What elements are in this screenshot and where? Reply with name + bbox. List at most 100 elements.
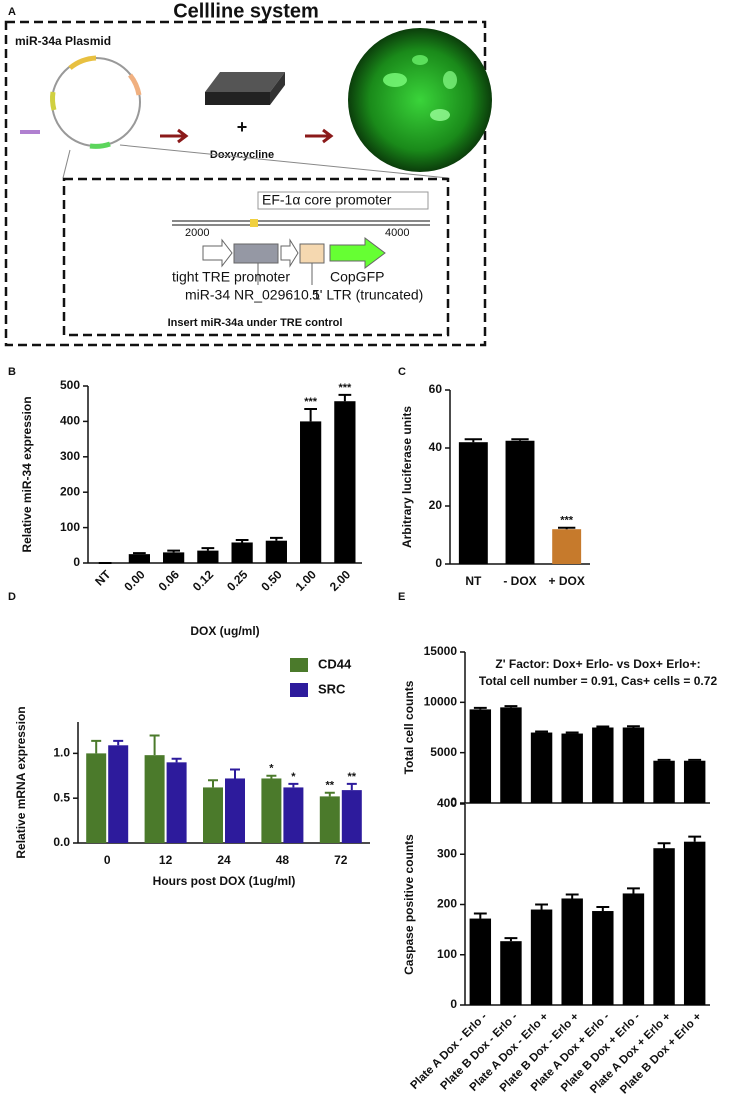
x-axis-label: DOX (ug/ml) (190, 624, 259, 638)
x-tick-label: 2.00 (327, 567, 354, 594)
x-tick-label: 0.06 (156, 567, 183, 594)
feature (280, 238, 299, 268)
bar (592, 911, 614, 1005)
error-bar (201, 547, 215, 551)
bar (163, 552, 185, 563)
x-tick-label: 0.12 (190, 567, 217, 594)
feature-label: CopGFP (330, 269, 384, 285)
bar (683, 760, 706, 803)
error-bar (535, 730, 548, 733)
zoom-line (62, 149, 71, 179)
bar (592, 727, 614, 803)
bar (341, 790, 362, 843)
bar (653, 760, 675, 803)
error-bar (266, 774, 277, 779)
error-bar (504, 937, 518, 942)
bar (144, 755, 165, 843)
significance: * (269, 763, 274, 775)
error-bar (596, 725, 610, 728)
error-bar (464, 438, 483, 443)
scale-label: 2000 (185, 227, 209, 239)
y-tick-label: 100 (60, 520, 80, 534)
error-bar (657, 758, 671, 761)
feature-label: miR-34 NR_029610.1 (185, 287, 321, 303)
x-axis-label: Hours post DOX (1ug/ml) (153, 874, 296, 888)
gfp-image (348, 28, 492, 172)
bar (166, 762, 187, 843)
bar (231, 542, 253, 563)
significance: ** (326, 780, 335, 792)
feature-label: 5' LTR (truncated) (312, 287, 423, 303)
x-tick-label: - DOX (503, 574, 536, 588)
bar (283, 787, 304, 843)
error-bar (91, 739, 102, 754)
inset-caption: Insert miR-34a under TRE control (168, 317, 343, 329)
feature (329, 237, 386, 269)
feature (250, 219, 258, 227)
y-axis-label: Relative mRNA expression (14, 706, 28, 858)
treatment-label: Doxycycline (210, 149, 274, 161)
scale-label: 4000 (385, 227, 409, 239)
bar (505, 440, 535, 564)
x-tick-label: 0.25 (224, 567, 251, 594)
error-bar (208, 779, 218, 788)
bar (300, 421, 322, 563)
error-bar (504, 705, 518, 708)
bar (500, 941, 522, 1005)
plus: + (237, 117, 248, 137)
bar (261, 778, 282, 843)
significance: * (291, 771, 296, 783)
error-bar (688, 758, 702, 761)
y-tick-label: 400 (60, 414, 80, 428)
x-tick-label: 24 (217, 853, 231, 867)
error-bar (346, 782, 357, 791)
legend-label: SRC (318, 681, 346, 696)
y-axis-label: Relative miR-34 expression (20, 396, 34, 552)
error-bar (473, 706, 487, 710)
error-bar (473, 912, 487, 919)
error-bar (171, 757, 182, 763)
y-tick-label: 5000 (430, 745, 457, 759)
plate-icon (205, 72, 285, 105)
panel-label: A (8, 6, 16, 18)
x-tick-label: + DOX (548, 574, 584, 588)
legend-swatch (290, 683, 308, 697)
panel-label: B (8, 366, 16, 378)
y-tick-label: 200 (60, 484, 80, 498)
x-tick-label: 0.50 (258, 567, 285, 594)
error-bar (535, 903, 548, 910)
x-tick-label: NT (465, 574, 482, 588)
y-tick-label: 0 (73, 555, 80, 569)
bar (500, 707, 522, 803)
error-bar (113, 739, 124, 746)
inset-box (62, 177, 450, 337)
x-tick-label: 12 (159, 853, 173, 867)
plasmid-map (20, 55, 142, 149)
error-bar (627, 725, 640, 728)
x-tick-label: 0 (104, 853, 111, 867)
legend-label: CD44 (318, 656, 352, 671)
y-tick-label: 300 (60, 449, 80, 463)
error-bar (149, 734, 160, 756)
bar (561, 898, 583, 1005)
error-bar (511, 438, 529, 441)
bar (552, 529, 582, 564)
y-tick-label: 200 (437, 897, 457, 911)
promoter-box (257, 191, 429, 210)
y-tick-label: 100 (437, 947, 457, 961)
significance: ** (348, 771, 357, 783)
y-tick-label: 60 (429, 382, 443, 396)
error-bar (235, 538, 249, 543)
error-bar (304, 408, 317, 422)
bar (622, 893, 645, 1005)
y-tick-label: 1.0 (53, 746, 70, 760)
y-tick-label: 500 (60, 378, 80, 392)
error-bar (557, 526, 576, 530)
error-bar (270, 536, 283, 541)
error-bar (565, 731, 579, 734)
panel-label: C (398, 366, 406, 378)
bar (128, 554, 150, 563)
y-tick-label: 300 (437, 846, 457, 860)
y-tick-label: 40 (429, 440, 443, 454)
error-bar (324, 791, 335, 797)
